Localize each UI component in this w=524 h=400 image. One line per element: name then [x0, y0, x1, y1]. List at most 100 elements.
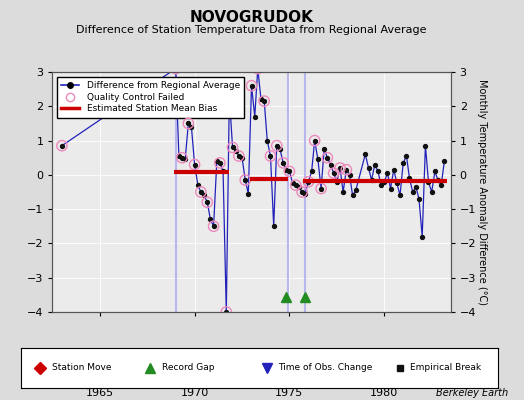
Point — [190, 161, 199, 168]
Point — [244, 190, 253, 197]
Point — [405, 175, 413, 182]
Point — [304, 178, 313, 185]
Point — [336, 165, 344, 171]
Point — [396, 192, 404, 199]
Point — [428, 189, 436, 195]
Point — [178, 154, 186, 161]
Point — [301, 190, 309, 197]
Point — [250, 113, 259, 120]
Point — [409, 189, 417, 195]
Point — [339, 189, 347, 195]
Point — [374, 168, 382, 175]
Text: Difference of Station Temperature Data from Regional Average: Difference of Station Temperature Data f… — [77, 25, 427, 35]
Point — [345, 172, 354, 178]
Point — [254, 65, 262, 72]
Text: Empirical Break: Empirical Break — [410, 364, 481, 372]
Point — [196, 189, 205, 195]
Point — [342, 166, 351, 173]
Point — [314, 156, 322, 163]
Point — [247, 82, 256, 89]
Point — [386, 185, 395, 192]
Point — [241, 177, 249, 183]
Point — [174, 153, 183, 159]
Point — [352, 187, 360, 194]
Legend: Difference from Regional Average, Quality Control Failed, Estimated Station Mean: Difference from Regional Average, Qualit… — [57, 76, 245, 118]
Point — [58, 142, 66, 149]
Point — [367, 177, 376, 183]
Point — [272, 142, 281, 149]
Point — [178, 154, 186, 161]
Point — [389, 166, 398, 173]
Point — [187, 124, 195, 130]
Point — [269, 223, 278, 230]
Point — [279, 160, 287, 166]
Point — [200, 192, 209, 199]
Point — [238, 154, 246, 161]
Point — [222, 309, 231, 315]
Text: Record Gap: Record Gap — [161, 364, 214, 372]
Point — [336, 165, 344, 171]
Point — [228, 144, 237, 151]
Point — [421, 142, 430, 149]
Point — [235, 153, 243, 159]
Point — [377, 182, 385, 188]
Point — [402, 153, 411, 159]
Point — [203, 199, 212, 206]
Point — [380, 178, 388, 185]
Point — [348, 192, 357, 199]
Point — [364, 165, 373, 171]
Point — [58, 142, 66, 149]
Point — [266, 153, 275, 159]
Point — [232, 148, 240, 154]
Text: 1975: 1975 — [275, 388, 303, 398]
Point — [282, 166, 290, 173]
Point — [216, 160, 224, 166]
Point — [181, 156, 189, 163]
Point — [235, 153, 243, 159]
Point — [196, 189, 205, 195]
Point — [361, 151, 369, 158]
Point — [285, 168, 293, 175]
Text: 1965: 1965 — [86, 388, 114, 398]
Point — [190, 161, 199, 168]
Point — [415, 196, 423, 202]
Point — [285, 168, 293, 175]
Point — [434, 177, 442, 183]
Text: NOVOGRUDOK: NOVOGRUDOK — [190, 10, 313, 26]
Point — [272, 142, 281, 149]
Point — [330, 170, 338, 176]
Point — [320, 146, 329, 152]
Point — [298, 189, 307, 195]
Point — [370, 161, 379, 168]
Point — [213, 158, 221, 164]
Text: Berkeley Earth: Berkeley Earth — [436, 388, 508, 398]
Point — [210, 223, 218, 230]
Point — [291, 182, 300, 188]
Text: 1970: 1970 — [180, 388, 209, 398]
Text: Time of Obs. Change: Time of Obs. Change — [278, 364, 373, 372]
Point — [260, 98, 268, 104]
Point — [225, 93, 234, 99]
Point — [216, 160, 224, 166]
Point — [440, 158, 449, 164]
Point — [291, 182, 300, 188]
Point — [311, 137, 319, 144]
Point — [194, 182, 202, 188]
Point — [323, 154, 332, 161]
Point — [317, 185, 325, 192]
Point — [342, 166, 351, 173]
Point — [184, 120, 192, 127]
Point — [330, 170, 338, 176]
Point — [276, 146, 284, 152]
Point — [247, 82, 256, 89]
Point — [393, 180, 401, 187]
Point — [412, 184, 420, 190]
Point — [171, 65, 180, 72]
Point — [260, 98, 268, 104]
Point — [206, 216, 214, 223]
Point — [418, 233, 427, 240]
Point — [203, 199, 212, 206]
Point — [228, 144, 237, 151]
Y-axis label: Monthly Temperature Anomaly Difference (°C): Monthly Temperature Anomaly Difference (… — [477, 79, 487, 305]
Point — [298, 189, 307, 195]
